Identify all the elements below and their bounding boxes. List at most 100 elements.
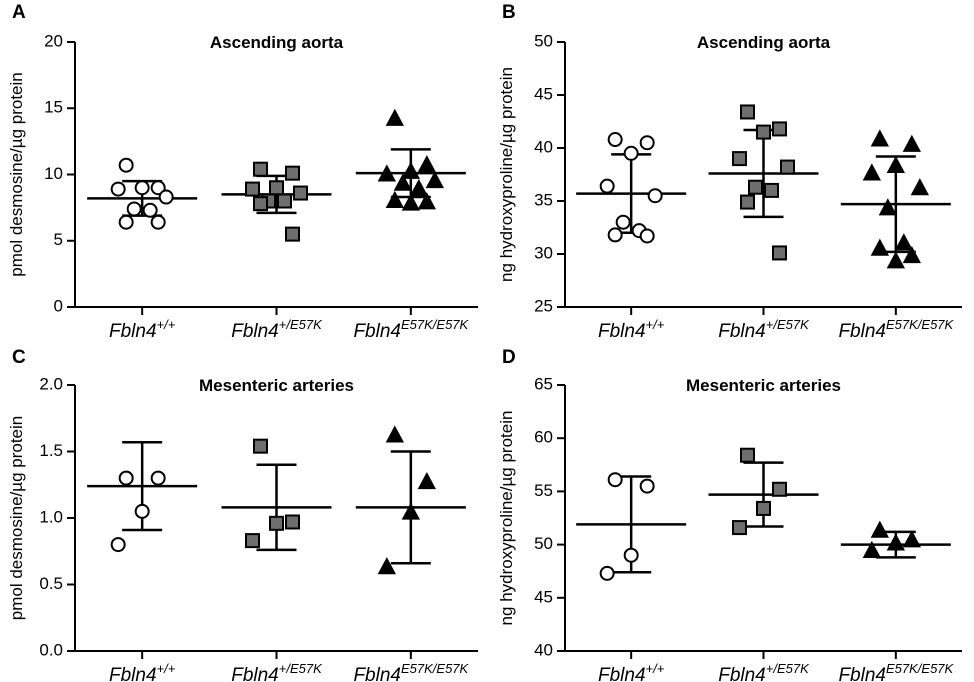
data-point — [902, 246, 922, 264]
panel-label: C — [12, 347, 26, 368]
data-point — [417, 471, 437, 490]
data-point — [293, 185, 308, 201]
x-tick-label: Fbln4E57K/E57K — [353, 317, 469, 342]
data-point — [740, 447, 755, 463]
data-point — [732, 151, 747, 167]
data-point — [772, 245, 787, 261]
data-point — [245, 533, 260, 549]
y-axis-label: ng hydroxyproline/µg protein — [497, 67, 516, 282]
category-superscript: +/+ — [157, 661, 176, 676]
data-point — [607, 227, 623, 243]
chart-title: Ascending aorta — [210, 33, 344, 52]
data-point — [253, 196, 268, 212]
y-tick-label: 45 — [534, 84, 553, 103]
x-tick-label: Fbln4+/E57K — [718, 317, 810, 342]
y-tick-label: 2.0 — [39, 374, 63, 393]
data-point — [902, 134, 922, 152]
y-tick-label: 50 — [534, 534, 553, 553]
data-point — [615, 214, 631, 230]
data-point — [134, 503, 150, 519]
data-point — [385, 190, 405, 208]
data-point — [862, 163, 882, 181]
y-tick-label: 55 — [534, 481, 553, 500]
data-point — [385, 425, 405, 443]
panel-label: D — [502, 347, 516, 368]
data-point — [385, 108, 405, 126]
data-point — [150, 214, 166, 230]
data-point — [285, 226, 300, 242]
x-tick-label: Fbln4+/E57K — [718, 661, 810, 682]
category-superscript: E57K/E57K — [886, 317, 955, 332]
data-point — [607, 472, 623, 488]
chart-title: Mesenteric arteries — [199, 376, 354, 395]
y-tick-label: 60 — [534, 428, 553, 447]
chart-title: Ascending aorta — [697, 33, 831, 52]
data-point — [158, 189, 174, 205]
data-point — [118, 214, 134, 230]
x-tick-label: Fbln4+/+ — [109, 661, 176, 682]
category-superscript: +/+ — [157, 317, 176, 332]
data-point — [409, 178, 429, 197]
data-point — [245, 181, 260, 197]
data-point — [134, 180, 150, 196]
y-tick-label: 0 — [54, 296, 63, 315]
data-point — [756, 124, 771, 140]
category-name: Fbln4 — [598, 665, 646, 682]
y-tick-label: 0.0 — [39, 640, 63, 659]
data-point — [639, 478, 655, 494]
category-superscript: E57K/E57K — [401, 661, 470, 676]
y-tick-label: 30 — [534, 243, 553, 262]
data-point — [142, 202, 158, 218]
data-point — [748, 179, 763, 195]
y-axis-label: ng hydroxyproline/µg protein — [497, 411, 516, 626]
data-point — [401, 161, 421, 179]
data-point — [870, 520, 890, 538]
data-point — [639, 135, 655, 151]
data-point — [910, 178, 930, 196]
chart-title: Mesenteric arteries — [686, 376, 841, 395]
category-name: Fbln4 — [718, 665, 766, 682]
category-superscript: +/E57K — [766, 661, 810, 676]
data-point — [110, 181, 126, 197]
category-superscript: +/+ — [646, 317, 665, 332]
category-name: Fbln4 — [231, 665, 279, 682]
category-superscript: E57K/E57K — [401, 317, 470, 332]
data-point — [599, 565, 615, 581]
data-point — [647, 188, 663, 204]
x-tick-label: Fbln4+/+ — [109, 317, 176, 342]
data-point — [740, 104, 755, 120]
data-point — [756, 500, 771, 516]
data-point — [150, 470, 166, 486]
data-point — [780, 159, 795, 175]
data-point — [639, 228, 655, 244]
data-point — [623, 145, 639, 161]
y-tick-label: 15 — [44, 98, 63, 117]
data-point — [377, 557, 397, 575]
data-point — [269, 180, 284, 196]
data-point — [425, 171, 445, 189]
data-point — [118, 157, 134, 173]
y-tick-label: 10 — [44, 164, 63, 183]
data-point — [285, 165, 300, 181]
x-tick-label: Fbln4+/+ — [598, 661, 665, 682]
data-point — [253, 438, 268, 454]
data-point — [732, 520, 747, 536]
x-tick-label: Fbln4+/+ — [598, 317, 665, 342]
data-point — [772, 481, 787, 497]
category-name: Fbln4 — [353, 665, 401, 682]
y-tick-label: 40 — [534, 640, 553, 659]
data-point — [285, 514, 300, 530]
data-point — [886, 533, 906, 551]
panel-label: A — [12, 2, 26, 23]
y-axis-label: pmol desmosine/µg protein — [7, 72, 26, 276]
x-tick-label: Fbln4+/E57K — [231, 661, 323, 682]
data-point — [740, 194, 755, 210]
data-point — [764, 182, 779, 198]
x-tick-label: Fbln4E57K/E57K — [838, 661, 954, 682]
data-point — [862, 540, 882, 558]
data-point — [401, 193, 421, 211]
data-point — [277, 193, 292, 209]
data-point — [417, 155, 437, 173]
data-point — [886, 155, 906, 174]
